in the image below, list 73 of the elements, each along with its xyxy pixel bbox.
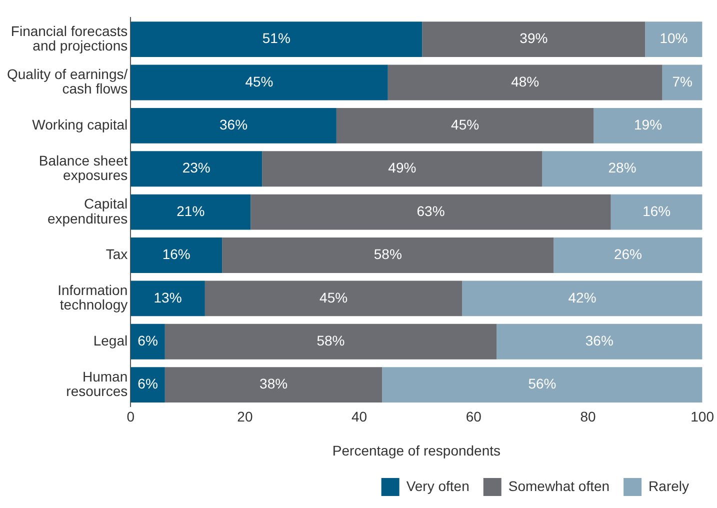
bar	[594, 108, 702, 144]
y-tick-label: Capital expenditures	[47, 196, 128, 226]
y-tick-label: Financial forecasts and projections	[10, 22, 128, 54]
y-tick-label: Tax	[106, 246, 128, 262]
bar	[336, 108, 594, 144]
data-label: 51%	[262, 30, 290, 46]
data-label: 56%	[528, 376, 556, 392]
data-label: 26%	[614, 246, 642, 262]
data-label: 28%	[608, 160, 636, 176]
data-label: 58%	[316, 332, 345, 348]
data-label: 16%	[162, 246, 190, 262]
bar	[382, 367, 702, 403]
bar	[130, 238, 222, 273]
y-tick-label: Information technology	[58, 282, 128, 313]
data-label: 45%	[320, 289, 348, 306]
data-label: 7%	[672, 73, 692, 90]
x-tick-label: 80	[580, 408, 596, 425]
x-tick-label: 60	[466, 408, 482, 425]
data-label: 36%	[585, 332, 614, 348]
bar	[250, 194, 611, 230]
bar	[542, 151, 702, 187]
data-label: 13%	[154, 289, 182, 306]
bar	[130, 108, 336, 144]
bar	[554, 238, 702, 273]
data-label: 63%	[416, 202, 445, 219]
bar	[164, 367, 382, 403]
bar	[262, 151, 542, 187]
data-label: 6%	[138, 376, 158, 392]
bar	[130, 367, 165, 403]
data-label: 21%	[176, 202, 205, 219]
data-label: 58%	[374, 246, 402, 262]
data-label: 38%	[260, 376, 288, 392]
data-label: 6%	[138, 332, 158, 348]
legend-label: Very often	[406, 478, 470, 494]
bar	[130, 324, 165, 360]
bar	[130, 194, 251, 230]
x-tick-label: 100	[690, 408, 714, 425]
bar	[388, 64, 662, 100]
bar	[645, 22, 702, 57]
data-label: 39%	[520, 30, 548, 46]
y-tick-label: Quality of earnings/ cash flows	[6, 66, 128, 97]
bar	[496, 324, 702, 360]
y-tick-label: Human resources	[66, 368, 128, 400]
bar	[130, 280, 205, 316]
legend-label: Somewhat often	[508, 478, 610, 494]
data-label: 42%	[568, 289, 596, 306]
y-tick-label: Working capital	[32, 116, 128, 133]
x-axis-title: Percentage of respondents	[332, 442, 501, 458]
bar	[204, 280, 462, 316]
data-label: 36%	[220, 116, 248, 133]
data-label: 10%	[660, 30, 688, 46]
data-label: 45%	[245, 73, 274, 90]
data-label: 19%	[634, 116, 662, 133]
bar	[164, 324, 497, 360]
bar	[130, 22, 422, 57]
y-tick-label: Legal	[93, 332, 128, 348]
x-tick-label: 20	[237, 408, 253, 425]
data-label: 48%	[511, 73, 540, 90]
bar	[462, 280, 702, 316]
data-label: 49%	[388, 160, 416, 176]
x-tick-label: 0	[126, 408, 135, 425]
legend-label: Rarely	[648, 478, 690, 494]
bar	[222, 238, 554, 273]
x-tick-label: 40	[352, 408, 368, 425]
data-label: 16%	[642, 202, 671, 219]
bar	[662, 64, 702, 100]
data-label: 45%	[451, 116, 480, 133]
bar	[610, 194, 702, 230]
data-label: 23%	[182, 160, 210, 176]
bar	[130, 64, 388, 100]
bar	[422, 22, 646, 57]
bar	[130, 151, 262, 187]
y-tick-label: Balance sheet exposures	[38, 152, 128, 184]
